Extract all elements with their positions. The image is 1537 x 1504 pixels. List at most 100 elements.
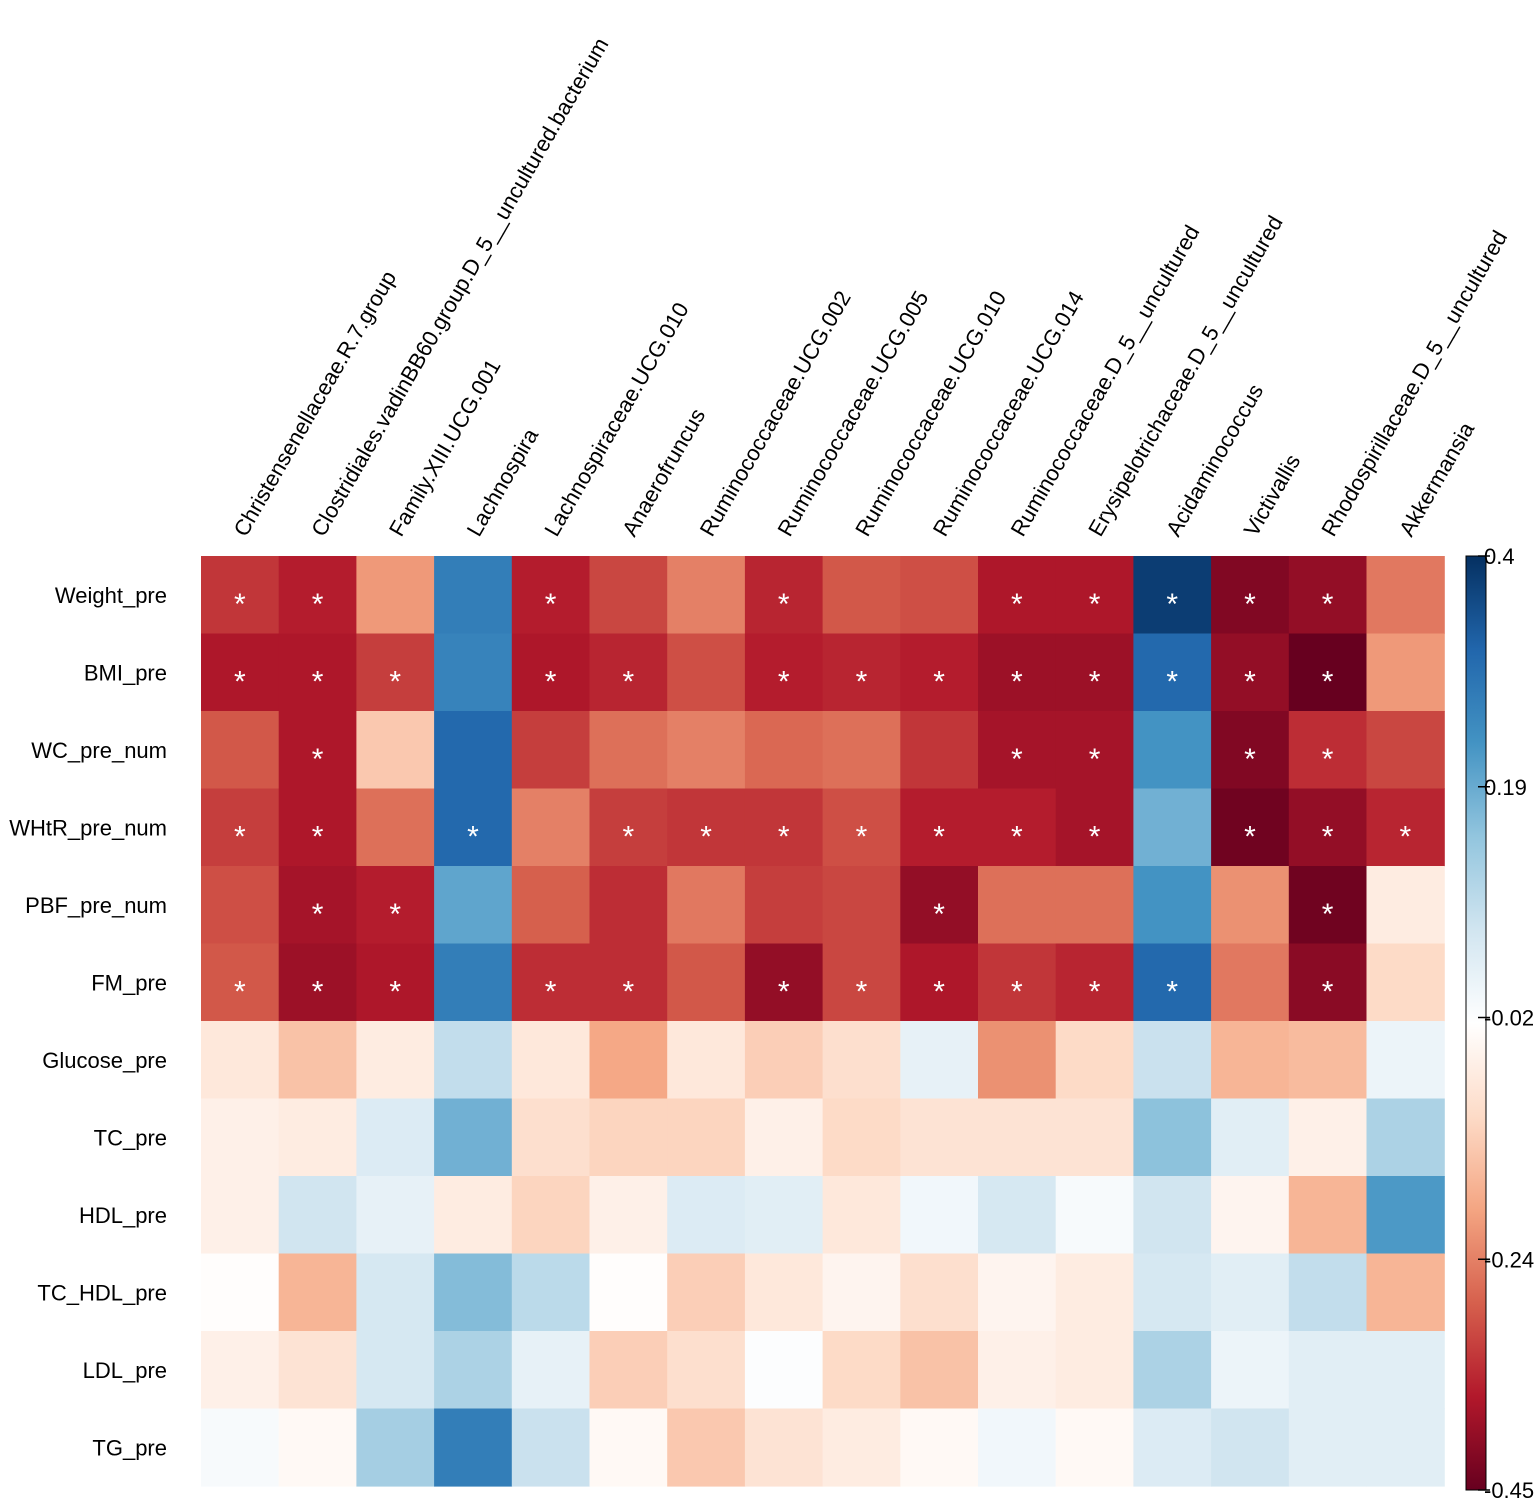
colorbar bbox=[1465, 555, 1487, 1491]
colorbar-tick-label: -0.45 bbox=[1484, 1478, 1534, 1503]
heatmap-cell bbox=[1288, 1253, 1368, 1332]
column-label: Lachnospira bbox=[462, 424, 544, 541]
significance-star: * bbox=[1011, 665, 1023, 698]
heatmap-cell bbox=[434, 1176, 513, 1255]
significance-star: * bbox=[623, 820, 635, 853]
row-label: LDL_pre bbox=[83, 1358, 167, 1383]
heatmap-cell bbox=[744, 943, 824, 1022]
heatmap-cell bbox=[356, 1098, 435, 1177]
column-label: Ruminococcaceae.UCG.002 bbox=[695, 287, 856, 541]
significance-star: * bbox=[389, 975, 401, 1008]
heatmap-cell bbox=[589, 1253, 668, 1332]
row-label: HDL_pre bbox=[79, 1203, 167, 1228]
heatmap-cell bbox=[356, 556, 435, 635]
heatmap-cell bbox=[1366, 1176, 1445, 1255]
heatmap-cell bbox=[356, 1408, 435, 1487]
heatmap-cell bbox=[201, 1331, 280, 1410]
heatmap-cell bbox=[978, 788, 1057, 867]
heatmap-cell bbox=[201, 1176, 280, 1255]
heatmap-cell bbox=[201, 711, 280, 790]
significance-star: * bbox=[1089, 975, 1101, 1008]
heatmap-cell bbox=[1055, 556, 1134, 635]
heatmap-cell bbox=[900, 1021, 979, 1100]
significance-star: * bbox=[467, 820, 479, 853]
heatmap-cell bbox=[667, 1408, 746, 1487]
heatmap-cell bbox=[511, 1098, 591, 1177]
colorbar-tick-label: 0.4 bbox=[1484, 544, 1515, 569]
heatmap-cell bbox=[589, 711, 668, 790]
significance-star: * bbox=[234, 820, 246, 853]
row-label: FM_pre bbox=[91, 970, 167, 995]
heatmap-cell bbox=[667, 788, 746, 867]
heatmap-cell bbox=[900, 633, 979, 712]
heatmap-cell bbox=[978, 1098, 1057, 1177]
significance-star: * bbox=[1244, 743, 1256, 776]
significance-star: * bbox=[1322, 588, 1334, 621]
significance-star: * bbox=[1244, 588, 1256, 621]
heatmap-cell bbox=[1288, 1408, 1368, 1487]
heatmap-cell bbox=[1211, 1021, 1290, 1100]
heatmap-cell bbox=[1211, 633, 1290, 712]
heatmap-cell bbox=[822, 943, 901, 1022]
heatmap-cell bbox=[1366, 1021, 1445, 1100]
heatmap-cell bbox=[900, 1408, 979, 1487]
heatmap-cell bbox=[667, 1021, 746, 1100]
heatmap-cell bbox=[667, 711, 746, 790]
heatmap-cell bbox=[667, 1331, 746, 1410]
significance-star: * bbox=[856, 820, 868, 853]
heatmap-cell bbox=[1211, 788, 1290, 867]
heatmap-cell bbox=[1055, 866, 1134, 945]
heatmap-cell bbox=[1211, 1331, 1290, 1410]
heatmap-cell bbox=[744, 1253, 824, 1332]
heatmap-cell bbox=[822, 711, 901, 790]
heatmap-cell bbox=[511, 943, 591, 1022]
heatmap-cell bbox=[511, 1408, 591, 1487]
heatmap-cell bbox=[822, 1408, 901, 1487]
heatmap-cell bbox=[1366, 1331, 1445, 1410]
significance-star: * bbox=[1089, 820, 1101, 853]
heatmap-cell bbox=[978, 1176, 1057, 1255]
heatmap-cell bbox=[201, 556, 280, 635]
heatmap-cell bbox=[1288, 866, 1368, 945]
significance-star: * bbox=[1089, 665, 1101, 698]
significance-star: * bbox=[545, 665, 557, 698]
heatmap-cell bbox=[667, 1253, 746, 1332]
significance-star: * bbox=[1400, 820, 1412, 853]
heatmap-cell bbox=[434, 1408, 513, 1487]
significance-star: * bbox=[312, 820, 324, 853]
heatmap-cell bbox=[1055, 943, 1134, 1022]
row-label: WHtR_pre_num bbox=[9, 815, 167, 840]
heatmap-cell bbox=[744, 788, 824, 867]
significance-star: * bbox=[1322, 898, 1334, 931]
heatmap-cell bbox=[978, 943, 1057, 1022]
significance-star: * bbox=[856, 665, 868, 698]
heatmap-cell bbox=[744, 1021, 824, 1100]
heatmap-cell bbox=[278, 943, 357, 1022]
row-label: PBF_pre_num bbox=[25, 893, 167, 918]
column-label: Ruminococcaceae.UCG.005 bbox=[772, 287, 933, 541]
heatmap-cell bbox=[1288, 1021, 1368, 1100]
row-label: BMI_pre bbox=[84, 660, 167, 685]
heatmap-cell bbox=[1133, 866, 1212, 945]
significance-star: * bbox=[1244, 665, 1256, 698]
row-label: TG_pre bbox=[92, 1435, 167, 1460]
heatmap-cell bbox=[356, 1253, 435, 1332]
significance-star: * bbox=[778, 588, 790, 621]
heatmap-cell bbox=[744, 866, 824, 945]
column-label: Anaerofruncus bbox=[617, 404, 710, 540]
row-labels: Weight_pre BMI_pre WC_pre_num WHtR_pre_num P… bbox=[9, 583, 167, 1461]
column-labels: Christensenellaceae.R.7.groupClostridial… bbox=[229, 33, 1513, 540]
heatmap-cell bbox=[1133, 1253, 1212, 1332]
heatmap-cell bbox=[978, 866, 1057, 945]
heatmap-cell bbox=[978, 711, 1057, 790]
heatmap-cell bbox=[1055, 788, 1134, 867]
heatmap-cell bbox=[822, 1253, 901, 1332]
heatmap-cell bbox=[434, 1098, 513, 1177]
column-label: Victivallis bbox=[1239, 450, 1306, 540]
heatmap-cell bbox=[1366, 556, 1445, 635]
heatmap-cell bbox=[744, 711, 824, 790]
heatmap-cell bbox=[744, 633, 824, 712]
significance-star: * bbox=[1011, 588, 1023, 621]
heatmap-cell bbox=[1211, 1408, 1290, 1487]
